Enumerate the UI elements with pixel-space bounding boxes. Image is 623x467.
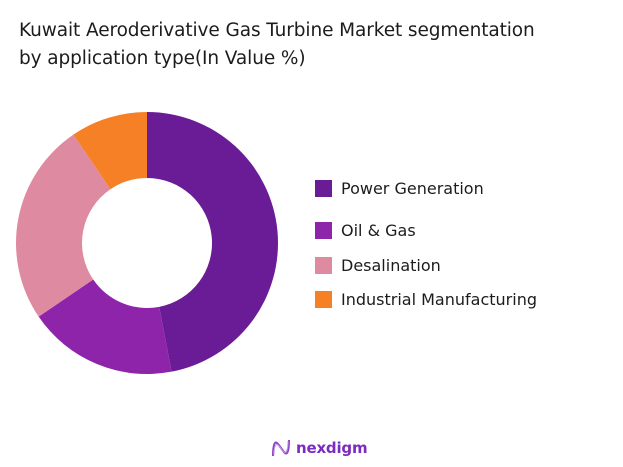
legend-label-desalination: Desalination bbox=[341, 256, 441, 275]
legend-item-industrial-manufacturing: Industrial Manufacturing bbox=[315, 290, 537, 309]
chart-title: Kuwait Aeroderivative Gas Turbine Market… bbox=[19, 17, 619, 73]
legend-swatch-oil-gas bbox=[315, 222, 332, 239]
legend-label-industrial-manufacturing: Industrial Manufacturing bbox=[341, 290, 537, 309]
legend-item-power-generation: Power Generation bbox=[315, 179, 484, 198]
legend-swatch-desalination bbox=[315, 257, 332, 274]
chart-title-line-2: by application type(In Value %) bbox=[19, 48, 306, 69]
donut-slice-industrial-manufacturing bbox=[73, 112, 147, 190]
brand-logo: nexdigm bbox=[271, 438, 368, 458]
legend-label-power-generation: Power Generation bbox=[341, 179, 484, 198]
nexdigm-logo-icon bbox=[272, 439, 290, 457]
brand-name: nexdigm bbox=[296, 439, 368, 457]
legend-label-oil-gas: Oil & Gas bbox=[341, 221, 416, 240]
donut-slice-oil-gas bbox=[38, 279, 172, 374]
legend-swatch-industrial-manufacturing bbox=[315, 291, 332, 308]
legend-swatch-power-generation bbox=[315, 180, 332, 197]
legend-item-oil-gas: Oil & Gas bbox=[315, 221, 416, 240]
chart-title-line-1: Kuwait Aeroderivative Gas Turbine Market… bbox=[19, 20, 535, 41]
legend-item-desalination: Desalination bbox=[315, 256, 441, 275]
donut-slice-desalination bbox=[15, 134, 111, 317]
donut-slice-power-generation bbox=[147, 112, 278, 372]
